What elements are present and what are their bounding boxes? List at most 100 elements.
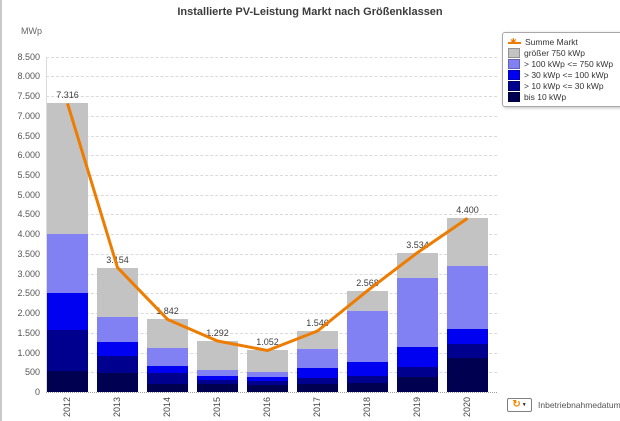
cycle-icon: ↻ (512, 399, 521, 410)
bar-segment[interactable] (97, 342, 138, 357)
bar-segment[interactable] (447, 265, 488, 329)
bar-segment[interactable] (197, 384, 238, 392)
bar-segment[interactable] (297, 331, 338, 349)
legend-item-label: > 10 kWp <= 30 kWp (524, 81, 604, 91)
bar-segment[interactable] (347, 362, 388, 376)
legend-item[interactable]: > 10 kWp <= 30 kWp (508, 81, 618, 91)
legend-item-label: > 100 kWp <= 750 kWp (524, 59, 614, 69)
bar-segment[interactable] (97, 372, 138, 392)
bar-segment[interactable] (397, 252, 438, 278)
window-edge (0, 0, 2, 421)
y-axis-tick-label: 8.500 (17, 51, 40, 62)
bar-segment[interactable] (197, 376, 238, 381)
bar-segment[interactable] (247, 350, 288, 373)
bar-segment[interactable] (47, 234, 88, 294)
x-axis-year-label[interactable]: 2012 (61, 397, 72, 418)
y-gridline (46, 234, 497, 236)
legend-color-swatch (508, 92, 520, 102)
bar-segment[interactable] (97, 267, 138, 318)
x-axis-year-label[interactable]: 2018 (361, 397, 372, 418)
total-value-label: 2.568 (356, 277, 379, 288)
bar-segment[interactable] (397, 367, 438, 377)
bar-segment[interactable] (247, 376, 288, 381)
bar-segment[interactable] (447, 328, 488, 345)
bar-segment[interactable] (347, 290, 388, 312)
x-axis-year-label[interactable]: 2020 (461, 397, 472, 418)
bar-segment[interactable] (97, 356, 138, 373)
bar-segment[interactable] (347, 311, 388, 363)
bar-segment[interactable] (47, 103, 88, 235)
x-axis-year-label[interactable]: 2016 (261, 397, 272, 418)
bar-segment[interactable] (247, 384, 288, 392)
x-axis-line (46, 392, 497, 393)
y-axis-tick-label: 1.000 (17, 347, 40, 358)
y-gridline (46, 56, 497, 58)
legend-line (508, 41, 521, 44)
y-gridline (46, 214, 497, 216)
bar-segment[interactable] (147, 365, 188, 373)
bar-segment[interactable] (447, 344, 488, 359)
total-value-label: 1.842 (156, 306, 179, 317)
x-axis-year-label[interactable]: 2015 (211, 397, 222, 418)
legend-color-swatch (508, 81, 520, 91)
y-axis-tick-label: 0 (34, 387, 40, 397)
legend-item[interactable]: > 100 kWp <= 750 kWp (508, 59, 618, 69)
x-axis-year-label[interactable]: 2013 (111, 397, 122, 418)
bar-segment[interactable] (397, 376, 438, 392)
legend-item[interactable]: ✱ Summe Markt (508, 37, 618, 47)
legend-item[interactable]: bis 10 kWp (508, 92, 618, 102)
bar-segment[interactable] (447, 218, 488, 266)
bar-segment[interactable] (297, 348, 338, 368)
bar-segment[interactable] (197, 369, 238, 377)
y-gridline (46, 96, 497, 98)
legend-item-label: bis 10 kWp (524, 92, 567, 102)
y-axis-tick-label: 1.500 (17, 327, 40, 338)
bar-segment[interactable] (47, 293, 88, 331)
bar-segment[interactable] (147, 372, 188, 384)
chevron-down-icon: ▼ (521, 402, 527, 408)
x-axis-year-label[interactable]: 2014 (161, 397, 172, 418)
bar-segment[interactable] (297, 383, 338, 392)
legend-item-label: größer 750 kWp (524, 48, 585, 58)
y-axis-tick-label: 4.500 (17, 209, 40, 220)
y-axis-tick-label: 7.500 (17, 91, 40, 102)
bar-segment[interactable] (247, 380, 288, 385)
total-value-label: 1.292 (206, 328, 229, 339)
total-value-label: 1.546 (306, 318, 329, 328)
y-axis-tick-label: 500 (24, 367, 40, 378)
bar-segment[interactable] (347, 382, 388, 392)
legend-color-swatch (508, 59, 520, 69)
legend-item-label: > 30 kWp <= 100 kWp (524, 70, 609, 80)
legend-item[interactable]: > 30 kWp <= 100 kWp (508, 70, 618, 80)
bar-segment[interactable] (47, 370, 88, 392)
y-axis-tick-label: 3.000 (17, 268, 40, 279)
bar-segment[interactable] (397, 277, 438, 348)
bar-segment[interactable] (347, 375, 388, 383)
legend: ✱ Summe Markt größer 750 kWp > 100 kWp <= 7… (502, 32, 620, 107)
bar-segment[interactable] (197, 341, 238, 370)
bar-segment[interactable] (197, 380, 238, 385)
total-value-label: 1.052 (256, 337, 279, 348)
bar-segment[interactable] (397, 347, 438, 368)
y-axis-tick-label: 6.500 (17, 130, 40, 141)
bar-segment[interactable] (247, 372, 288, 377)
legend-color-swatch (508, 48, 520, 58)
line-marker-icon: ✱ (508, 37, 521, 47)
y-axis-unit-label: MWp (21, 26, 42, 36)
bar-segment[interactable] (447, 358, 488, 392)
bar-segment[interactable] (47, 330, 88, 371)
x-axis-year-label[interactable]: 2017 (311, 397, 322, 418)
bar-segment[interactable] (147, 348, 188, 366)
y-axis-tick-label: 6.000 (17, 150, 40, 161)
bar-segment[interactable] (147, 383, 188, 392)
bar-segment[interactable] (147, 319, 188, 349)
bar-segment[interactable] (297, 377, 338, 384)
x-axis-year-label[interactable]: 2019 (411, 397, 422, 418)
y-gridline (46, 135, 497, 137)
y-gridline (46, 194, 497, 196)
cycle-group-button[interactable]: ↻ ▼ (507, 398, 532, 412)
bar-segment[interactable] (97, 317, 138, 343)
legend-item[interactable]: größer 750 kWp (508, 48, 618, 58)
bar-segment[interactable] (297, 367, 338, 378)
